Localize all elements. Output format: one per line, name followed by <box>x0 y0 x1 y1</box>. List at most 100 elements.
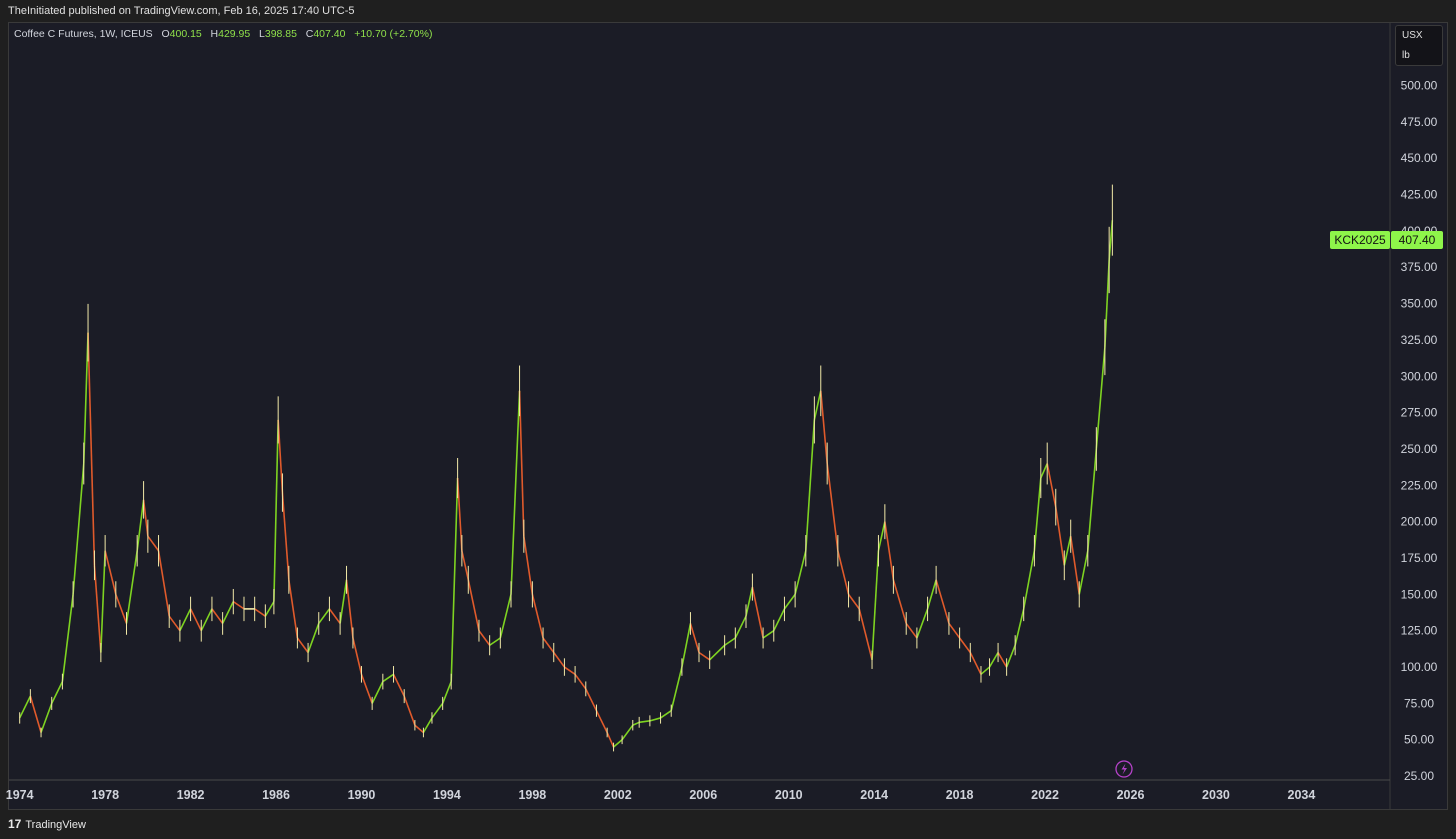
series-segment <box>221 601 235 624</box>
x-tick-label: 2006 <box>689 788 717 802</box>
series-segment <box>847 593 860 610</box>
series-segment <box>606 732 615 748</box>
series-segment <box>1033 477 1042 551</box>
y-tick-label: 475.00 <box>1401 115 1438 129</box>
open-key: O <box>161 28 170 40</box>
y-tick-label: 150.00 <box>1401 587 1438 601</box>
series-segment <box>621 724 634 741</box>
series-segment <box>189 608 202 632</box>
series-segment <box>563 666 576 675</box>
series-segment <box>382 673 394 683</box>
series-segment <box>585 688 598 712</box>
series-segment <box>1014 608 1025 646</box>
series-segment <box>1104 259 1110 348</box>
y-tick-label: 350.00 <box>1401 297 1438 311</box>
x-tick-label: 1982 <box>177 788 205 802</box>
series-segment <box>29 695 42 733</box>
y-tick-label: 200.00 <box>1401 515 1438 529</box>
series-segment <box>639 720 650 724</box>
low-key: L <box>259 28 265 40</box>
x-tick-label: 2002 <box>604 788 632 802</box>
series-segment <box>518 390 525 537</box>
series-segment <box>200 608 213 632</box>
y-tick-label: 225.00 <box>1401 478 1438 492</box>
series-segment <box>1095 347 1106 450</box>
last-price-marker: KCK2025 407.40 <box>1330 231 1443 249</box>
series-segment <box>724 637 736 646</box>
series-segment <box>499 594 512 639</box>
series-segment <box>969 652 982 675</box>
series-segment <box>948 622 961 639</box>
tradingview-logo[interactable]: 17 TradingView <box>8 810 86 839</box>
lightning-icon[interactable] <box>1115 760 1133 778</box>
series-segment <box>670 666 683 711</box>
series-segment <box>997 652 1008 668</box>
series-segment <box>1054 507 1066 566</box>
footer-bar: 17 TradingView <box>0 810 1456 838</box>
series-segment <box>542 637 555 653</box>
close-value: 407.40 <box>313 28 346 40</box>
series-segment <box>478 630 491 646</box>
series-segment <box>100 550 106 653</box>
series-segment <box>352 637 363 675</box>
series-segment <box>980 666 991 675</box>
series-segment <box>523 536 534 595</box>
series-segment <box>734 615 747 639</box>
series-segment <box>392 673 405 697</box>
y-tick-label: 375.00 <box>1401 260 1438 274</box>
y-tick-label: 50.00 <box>1404 733 1434 747</box>
series-segment <box>232 600 245 610</box>
change-value: +10.70 (+2.70%) <box>354 28 433 40</box>
series-segment <box>345 579 354 639</box>
currency-label[interactable]: USX <box>1402 30 1423 41</box>
time-axis: 1974 1978 1982 1986 1990 1994 1998 2002 2006 2010… <box>6 779 1390 802</box>
series-segment <box>649 717 661 722</box>
series-segment <box>709 644 726 661</box>
series-segment <box>884 521 895 580</box>
y-tick-label: 175.00 <box>1401 551 1438 565</box>
series-segment <box>72 463 85 595</box>
unit-label[interactable]: lb <box>1402 50 1410 61</box>
series-segment <box>51 681 64 704</box>
series-segment <box>689 623 700 653</box>
series-segment <box>892 579 907 624</box>
y-tick-label: 75.00 <box>1404 696 1434 710</box>
y-tick-label: 325.00 <box>1401 333 1438 347</box>
x-tick-label: 2010 <box>775 788 803 802</box>
series-segment <box>211 608 224 624</box>
chart-pane[interactable] <box>8 22 1448 810</box>
x-tick-label: 2030 <box>1202 788 1230 802</box>
series-segment <box>414 724 424 734</box>
series-segment <box>318 608 331 624</box>
series-segment <box>805 419 816 551</box>
y-tick-label: 250.00 <box>1401 442 1438 456</box>
series-segment <box>456 478 463 551</box>
last-price-value: 407.40 <box>1399 233 1436 247</box>
series-segment <box>93 565 102 653</box>
y-tick-label: 125.00 <box>1401 624 1438 638</box>
currency-unit-selector[interactable]: USX lb <box>1395 25 1443 66</box>
series-segment <box>18 695 32 719</box>
series-segment <box>773 608 786 632</box>
series-segment <box>871 550 880 660</box>
series-segment <box>613 739 623 748</box>
y-tick-label: 450.00 <box>1401 151 1438 165</box>
series-segment <box>277 419 284 493</box>
series-segment <box>877 521 886 551</box>
x-tick-label: 2026 <box>1117 788 1145 802</box>
series-segment <box>510 390 521 595</box>
series-segment <box>328 608 341 624</box>
series-segment <box>179 608 192 632</box>
symbol-description[interactable]: Coffee C Futures, 1W, ICEUS <box>14 28 153 40</box>
series-segment <box>751 586 764 639</box>
series-segment <box>1040 463 1048 479</box>
series-segment <box>531 594 544 639</box>
series-segment <box>1086 448 1098 551</box>
series-segment <box>461 550 470 580</box>
series-segment <box>254 608 266 617</box>
series-segment <box>104 550 117 595</box>
series-segment <box>1005 644 1016 668</box>
series-segment <box>450 478 459 682</box>
x-tick-label: 2022 <box>1031 788 1059 802</box>
